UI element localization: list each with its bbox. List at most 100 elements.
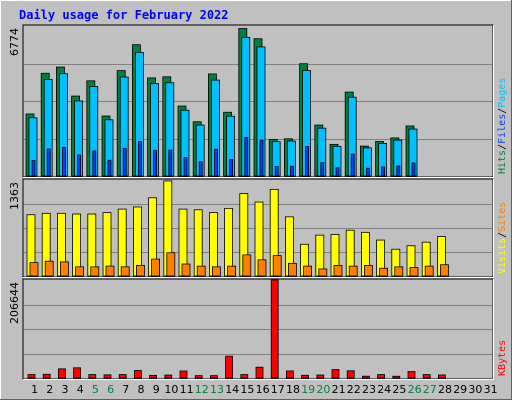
bar-visits-fill xyxy=(87,214,96,276)
bar-sites-fill xyxy=(349,266,358,276)
bar-kbytes-fill xyxy=(149,375,157,378)
bar-kbytes xyxy=(194,375,203,379)
day-label: 18 xyxy=(286,383,300,396)
bar-visits-fill xyxy=(163,180,172,276)
bar-sites-fill xyxy=(334,265,342,276)
bar-visits-fill xyxy=(118,209,127,276)
bar-pages-outline xyxy=(274,166,279,177)
bar-pages-outline xyxy=(350,153,355,177)
bar-files-fill xyxy=(272,141,281,176)
panel-frame xyxy=(22,278,494,380)
day-label: 23 xyxy=(362,383,376,396)
bar-pages-outline xyxy=(198,161,203,177)
bar-sites-outline xyxy=(303,265,313,277)
day-label: 29 xyxy=(453,383,467,396)
bar-sites xyxy=(166,252,176,277)
bar-files-fill xyxy=(257,46,265,176)
bar-files-fill xyxy=(135,52,144,176)
bar-pages xyxy=(31,160,36,177)
bar-sites-outline xyxy=(333,265,343,277)
bar-files-fill xyxy=(287,141,296,176)
bar-kbytes xyxy=(377,374,386,379)
bar-kbytes xyxy=(88,374,97,379)
bar-sites-fill xyxy=(90,266,99,276)
bar-pages xyxy=(244,137,249,177)
bar-kbytes xyxy=(118,374,127,379)
bar-pages xyxy=(350,153,355,177)
bar-pages-fill xyxy=(381,166,385,176)
bar-kbytes-fill xyxy=(240,374,248,378)
bar-pages-fill xyxy=(199,161,203,176)
bar-sites-fill xyxy=(394,266,403,276)
bar-pages-fill xyxy=(108,160,111,176)
bar-pages xyxy=(183,157,188,177)
bar-pages-fill xyxy=(168,150,172,176)
bar-pages-outline xyxy=(381,166,386,177)
bar-kbytes-outline xyxy=(346,370,355,379)
bar-sites xyxy=(409,267,419,277)
bar-kbytes-outline xyxy=(255,366,264,379)
bar-files-fill xyxy=(59,73,68,176)
bar-kbytes-outline xyxy=(437,374,446,379)
bar-kbytes-outline xyxy=(164,374,173,379)
day-label: 21 xyxy=(332,383,346,396)
bar-pages xyxy=(77,154,81,177)
bar-sites-outline xyxy=(29,262,39,277)
legend-entry: / xyxy=(497,144,508,150)
bar-kbytes xyxy=(422,374,431,379)
bar-pages xyxy=(213,148,218,177)
bar-files-fill xyxy=(74,100,83,176)
bar-pages-fill xyxy=(229,159,233,176)
bar-files-fill xyxy=(165,82,174,176)
bar-sites-outline xyxy=(257,259,267,277)
bar-files-fill xyxy=(181,110,189,176)
bar-pages-outline xyxy=(320,162,325,177)
bar-kbytes xyxy=(301,374,310,379)
bar-pages-outline xyxy=(168,149,173,177)
bar-kbytes-fill xyxy=(104,374,111,378)
bar-pages xyxy=(92,150,97,177)
bar-sites-fill xyxy=(303,266,312,276)
bar-kbytes-fill xyxy=(195,375,203,378)
bar-kbytes-fill xyxy=(256,367,263,378)
bar-visits-fill xyxy=(407,245,415,276)
bar-sites-outline xyxy=(90,266,100,277)
bar-pages xyxy=(229,158,234,177)
bar-visits-fill xyxy=(133,206,142,276)
day-label: 25 xyxy=(392,383,406,396)
day-axis: 1 2 3 4 5 6 7 8 9 10 11 12 13 14 15 16 17 18 19 20 21 22 23 24 2… xyxy=(31,383,498,396)
bar-pages-outline xyxy=(122,147,127,177)
day-label: 4 xyxy=(77,383,84,396)
bar-pages-outline xyxy=(289,165,294,177)
bar-kbytes-fill xyxy=(377,374,385,378)
bar-pages-outline xyxy=(62,147,66,177)
bar-sites-fill xyxy=(212,266,221,276)
panel-legend: KBytes xyxy=(497,340,508,376)
bar-pages-fill xyxy=(412,162,415,176)
bar-pages-fill xyxy=(396,166,400,176)
series-bars-kbytes xyxy=(27,279,446,379)
bar-kbytes-outline xyxy=(73,367,81,379)
bar-visits-fill xyxy=(391,249,400,276)
bar-pages-outline xyxy=(77,154,81,177)
bar-sites-fill xyxy=(121,266,130,276)
bar-kbytes-fill xyxy=(88,374,96,378)
bar-kbytes-fill xyxy=(316,375,324,378)
bar-pages xyxy=(62,147,66,177)
bar-kbytes-fill xyxy=(438,374,446,378)
bar-sites xyxy=(424,265,434,277)
bar-kbytes xyxy=(316,374,325,379)
bar-kbytes-fill xyxy=(286,370,294,378)
panel-legend: Visits/Sites xyxy=(497,202,508,274)
bar-pages xyxy=(335,167,340,177)
bar-kbytes-outline xyxy=(133,370,142,379)
bar-kbytes-outline xyxy=(316,374,325,379)
bar-pages xyxy=(274,166,279,177)
bar-kbytes-outline xyxy=(88,374,97,379)
bar-pages-fill xyxy=(77,154,81,176)
bar-pages-outline xyxy=(107,159,112,177)
bar-pages xyxy=(289,165,294,177)
bar-sites xyxy=(90,266,100,277)
bar-kbytes-outline xyxy=(118,374,127,379)
bar-pages-outline xyxy=(229,158,234,177)
